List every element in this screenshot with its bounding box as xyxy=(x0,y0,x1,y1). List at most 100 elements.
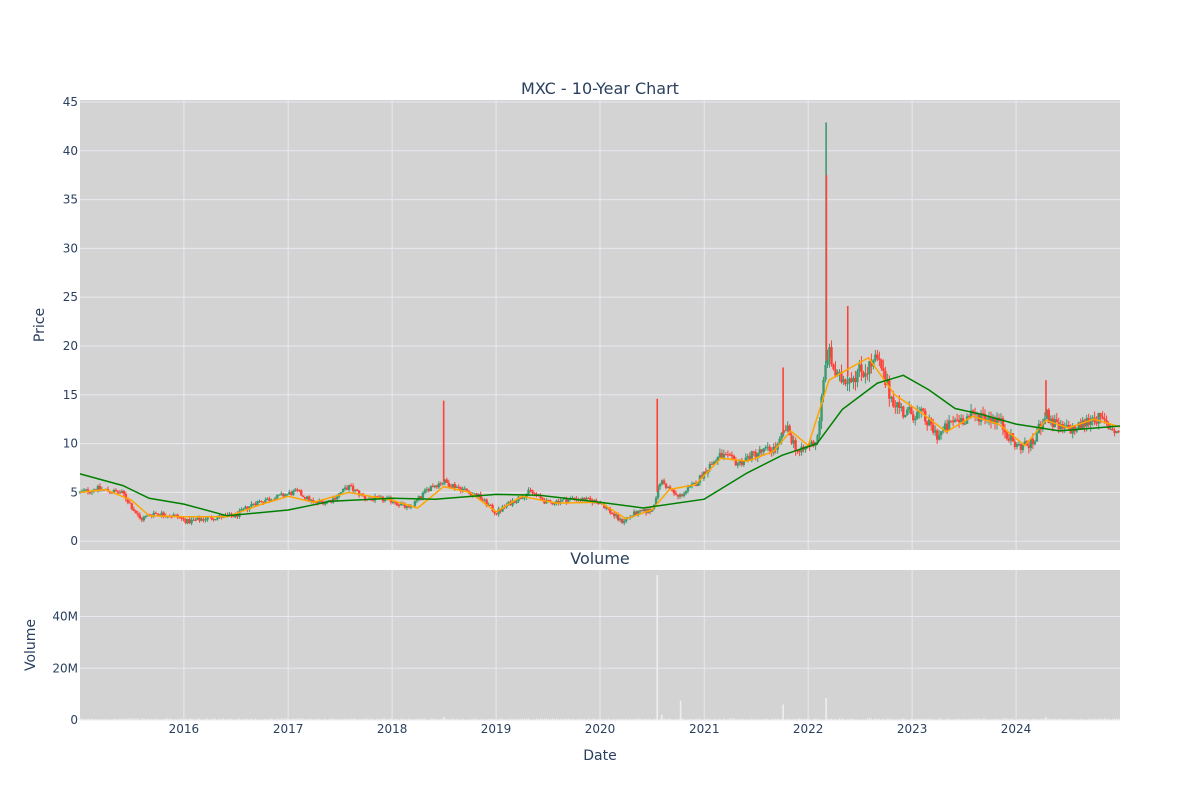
volume-bar xyxy=(713,719,715,720)
candle-body xyxy=(413,501,417,507)
volume-bar xyxy=(653,718,655,720)
candle-body xyxy=(730,454,734,456)
volume-bar xyxy=(330,718,332,720)
volume-bar xyxy=(125,718,127,720)
date-tick-label: 2016 xyxy=(169,722,200,736)
candle-body xyxy=(96,485,100,491)
volume-bar xyxy=(1106,718,1108,720)
volume-bar xyxy=(755,718,757,720)
volume-bar xyxy=(765,718,767,720)
volume-bar xyxy=(761,719,763,720)
long-moving-average-line xyxy=(79,374,1121,517)
volume-axis-title: Volume xyxy=(23,619,39,671)
candle-body xyxy=(300,490,303,496)
volume-bar xyxy=(517,718,520,720)
candle-body xyxy=(335,496,339,500)
volume-bar xyxy=(727,719,729,720)
volume-bar xyxy=(153,719,155,720)
volume-bar xyxy=(320,719,322,720)
volume-bar xyxy=(1012,718,1014,720)
candle-body xyxy=(202,519,205,521)
price-tick-label: 15 xyxy=(63,388,78,402)
candle-body xyxy=(391,502,395,504)
volume-bar xyxy=(932,719,934,720)
candle-body xyxy=(670,489,674,491)
candle-body xyxy=(914,418,917,421)
candle-body xyxy=(250,503,253,507)
candle-body xyxy=(804,447,807,450)
candle-body xyxy=(200,519,203,521)
candle-body xyxy=(738,460,742,464)
candle-body xyxy=(638,510,642,512)
candle-body xyxy=(417,496,421,500)
volume-bar xyxy=(208,719,211,720)
candle-body xyxy=(258,501,261,503)
volume-bar xyxy=(543,718,546,720)
candle-body xyxy=(278,494,281,496)
candle-body xyxy=(732,455,736,460)
volume-bar xyxy=(725,719,727,720)
volume-bar xyxy=(1088,718,1090,720)
volume-bar xyxy=(1113,718,1116,720)
candle-body xyxy=(485,499,488,506)
volume-bar xyxy=(246,718,249,720)
volume-bar xyxy=(848,718,851,720)
candle-body xyxy=(501,506,504,512)
volume-bar xyxy=(723,718,725,720)
candle-body xyxy=(1049,418,1052,424)
volume-bar xyxy=(404,718,406,720)
candle-body xyxy=(1111,428,1114,431)
volume-bar xyxy=(771,718,773,720)
volume-bar xyxy=(647,718,649,720)
candle-body xyxy=(1105,420,1108,424)
candle-body xyxy=(866,373,869,375)
volume-bar xyxy=(105,718,107,720)
candle-body xyxy=(854,377,857,383)
volume-bar xyxy=(900,718,902,720)
candle-body xyxy=(929,418,933,425)
candle-body xyxy=(130,503,134,510)
volume-bar xyxy=(1024,718,1026,720)
volume-bar xyxy=(633,718,635,720)
volume-bar xyxy=(581,718,583,720)
candle-body xyxy=(451,484,454,488)
candle-body xyxy=(573,497,576,499)
volume-bar xyxy=(189,718,191,720)
volume-bar xyxy=(988,719,990,720)
volume-bar xyxy=(372,718,374,720)
volume-bar xyxy=(898,719,900,720)
candle-body xyxy=(405,506,409,508)
volume-bar xyxy=(850,718,853,720)
candle-body xyxy=(615,514,618,517)
volume-bar xyxy=(960,719,962,720)
candle-body xyxy=(357,490,361,496)
volume-bar xyxy=(886,718,888,720)
candle-body xyxy=(188,518,191,524)
volume-bar xyxy=(95,718,97,720)
candle-body xyxy=(862,372,865,377)
volume-bar xyxy=(348,718,350,720)
volume-bar xyxy=(466,719,468,720)
volume-bar xyxy=(382,718,384,720)
candle-body xyxy=(619,518,622,521)
candle-body xyxy=(419,496,423,498)
volume-bar xyxy=(563,718,566,720)
volume-bar xyxy=(914,718,916,720)
volume-bar xyxy=(338,718,340,720)
candle-body xyxy=(764,447,767,449)
volume-bar xyxy=(549,718,552,720)
candle-body xyxy=(353,489,357,491)
candle-body xyxy=(1077,422,1080,429)
date-tick-label: 2023 xyxy=(897,722,928,736)
volume-bar xyxy=(643,718,645,720)
volume-bar xyxy=(1054,718,1056,720)
candle-body xyxy=(453,484,456,489)
candle-body xyxy=(379,496,383,498)
volume-bar xyxy=(97,719,99,720)
candle-body xyxy=(1069,428,1072,434)
candle-body xyxy=(848,378,851,384)
volume-bar xyxy=(302,718,304,720)
volume-bar xyxy=(539,718,542,720)
volume-bar xyxy=(386,719,388,720)
candle-body xyxy=(112,490,116,493)
